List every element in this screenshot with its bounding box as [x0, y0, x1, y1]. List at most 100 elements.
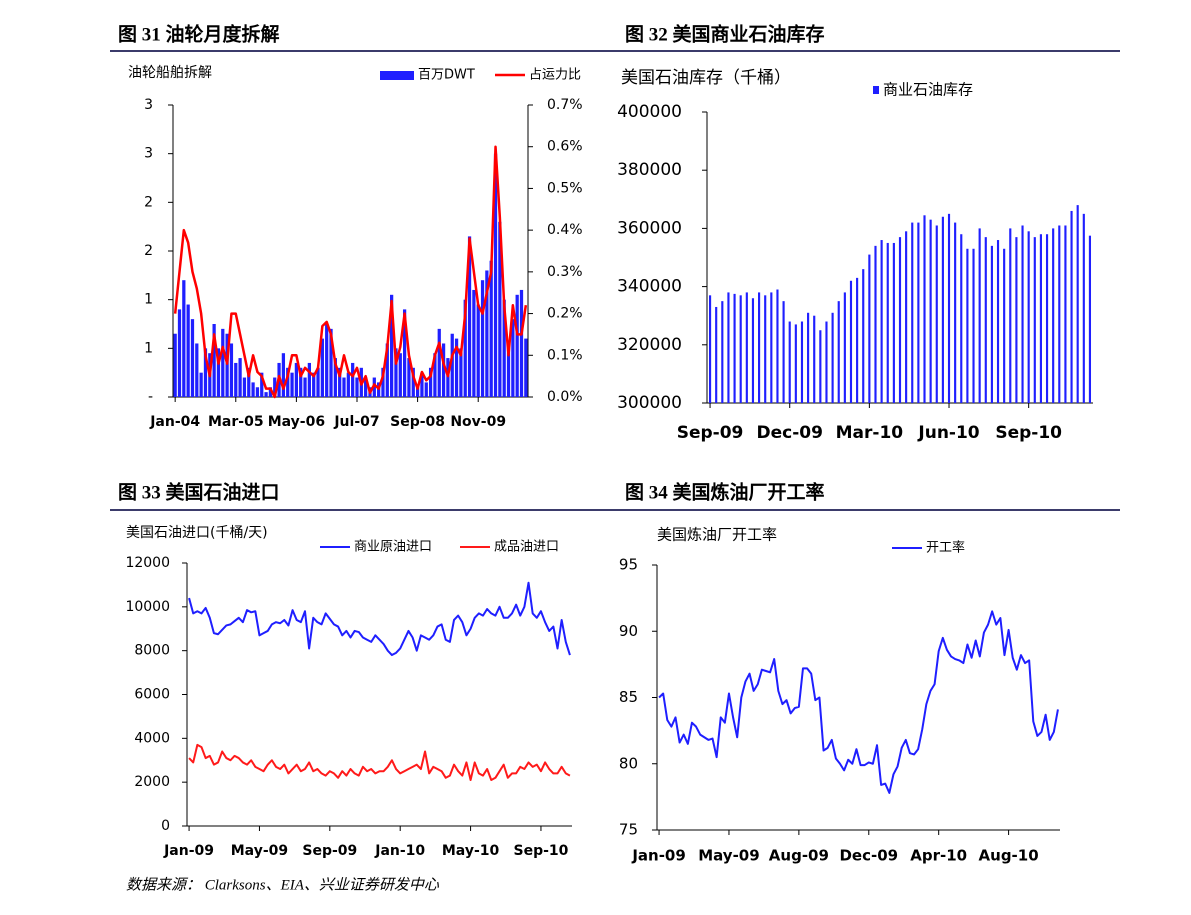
- axis-title: 美国石油库存（千桶）: [621, 68, 791, 88]
- bar: [996, 240, 1000, 403]
- bar: [905, 231, 908, 403]
- bar: [506, 348, 511, 397]
- x-tick-label: Jun-10: [917, 423, 979, 443]
- bar: [770, 292, 773, 403]
- x-tick-label: May-10: [442, 843, 500, 859]
- legend-swatch: [873, 86, 879, 94]
- x-tick-label: May-09: [231, 843, 288, 859]
- x-tick-label: Jul-07: [333, 414, 379, 430]
- x-tick-label: Jan-09: [163, 843, 214, 859]
- x-tick-label: Jan-10: [374, 843, 425, 859]
- bar: [831, 312, 834, 403]
- bar: [751, 298, 755, 403]
- bar: [1027, 231, 1030, 403]
- bar: [1009, 228, 1012, 403]
- bar: [708, 295, 712, 403]
- y2-tick-label: 0.6%: [547, 139, 583, 155]
- bar: [917, 222, 920, 403]
- bar: [485, 270, 489, 397]
- bar: [935, 225, 938, 403]
- bar: [1070, 210, 1073, 403]
- bar: [480, 280, 485, 397]
- bar: [1015, 237, 1018, 403]
- line-series: [658, 610, 1059, 794]
- bar: [433, 353, 437, 397]
- bar: [325, 324, 329, 397]
- legend-label: 商业原油进口: [354, 540, 432, 555]
- line-series: [188, 743, 571, 781]
- bar: [819, 330, 822, 403]
- bar: [381, 367, 385, 397]
- bar: [837, 301, 840, 403]
- bar: [398, 353, 402, 397]
- bar: [911, 222, 914, 403]
- bar: [947, 213, 951, 403]
- bar: [407, 358, 411, 397]
- bar: [524, 338, 528, 397]
- x-tick-label: Mar-10: [836, 423, 904, 443]
- y-tick-label: 320000: [617, 335, 682, 355]
- legend-label: 开工率: [926, 540, 965, 556]
- bar: [415, 387, 420, 397]
- bar: [225, 333, 229, 397]
- bar: [467, 236, 472, 397]
- bar: [199, 372, 203, 397]
- x-tick-label: Apr-10: [910, 847, 967, 865]
- bar: [978, 228, 981, 403]
- bar: [268, 387, 273, 397]
- source-note: 数据来源： Clarksons、EIA、兴业证券研发中心: [126, 876, 440, 893]
- section-title: 图 33 美国石油进口: [118, 480, 280, 503]
- y-tick-label: 10000: [125, 599, 170, 615]
- bar: [333, 358, 337, 397]
- x-tick-label: Sep-09: [302, 843, 357, 859]
- bar: [229, 343, 234, 397]
- y-tick-label: -: [148, 389, 153, 405]
- bar: [972, 248, 975, 403]
- bar: [424, 382, 428, 397]
- bar: [493, 153, 498, 397]
- bar: [476, 304, 480, 397]
- legend-label: 商业石油库存: [883, 81, 973, 99]
- bar: [498, 221, 502, 397]
- bar: [794, 324, 797, 403]
- x-tick-label: May-06: [268, 414, 325, 430]
- y-tick-label: 2000: [134, 774, 170, 790]
- y-tick-label: 85: [619, 688, 638, 706]
- x-tick-label: Sep-08: [390, 414, 445, 430]
- bar: [782, 301, 785, 403]
- bar: [299, 367, 303, 397]
- bar: [733, 293, 736, 403]
- bar: [1052, 228, 1055, 403]
- bar: [459, 348, 463, 397]
- bar: [960, 234, 963, 403]
- x-tick-label: May-09: [698, 847, 759, 865]
- x-tick-label: Aug-10: [979, 847, 1039, 865]
- bar: [511, 319, 515, 397]
- y-tick-label: 90: [619, 622, 638, 640]
- legend-swatch: [380, 71, 414, 80]
- bar: [862, 269, 865, 403]
- bar: [1064, 225, 1067, 403]
- y-tick-label: 2: [144, 243, 153, 259]
- bar: [1082, 213, 1085, 403]
- bar: [727, 292, 730, 403]
- y-tick-label: 1: [144, 340, 153, 356]
- axis-title: 美国石油进口(千桶/天): [126, 525, 268, 541]
- bar: [446, 358, 450, 397]
- x-tick-label: Dec-09: [756, 423, 822, 443]
- bar: [856, 277, 859, 403]
- bar: [372, 377, 376, 397]
- bar: [342, 377, 346, 397]
- y-tick-label: 380000: [617, 160, 682, 180]
- bar: [788, 321, 791, 403]
- bar: [764, 295, 767, 403]
- x-tick-label: Sep-10: [513, 843, 568, 859]
- bar: [338, 367, 342, 397]
- bar: [892, 242, 895, 403]
- bar: [402, 309, 407, 397]
- x-tick-label: Jan-09: [631, 847, 685, 865]
- bar: [238, 358, 242, 397]
- section-title: 图 32 美国商业石油库存: [625, 22, 825, 45]
